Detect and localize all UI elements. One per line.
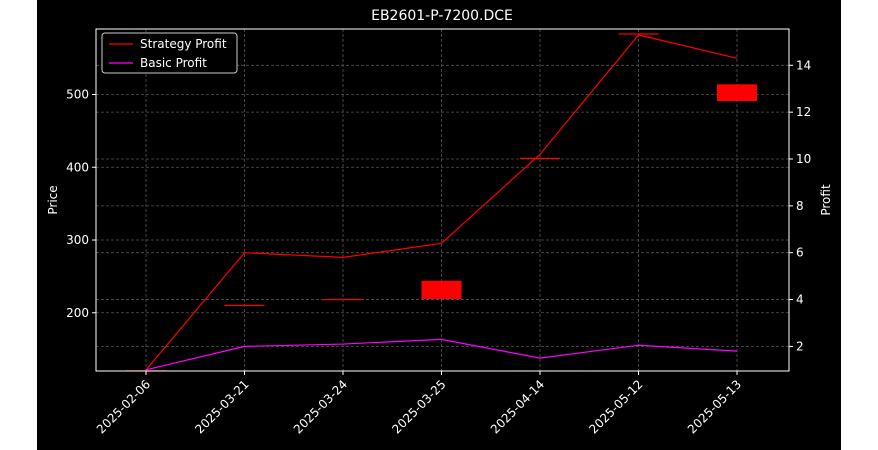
candle xyxy=(323,298,363,301)
x-tick-label: 2025-03-21 xyxy=(192,377,251,436)
right-y-tick-label: 14 xyxy=(796,58,811,72)
right-y-axis-label: Profit xyxy=(819,184,833,216)
candle xyxy=(717,84,757,102)
x-tick-label: 2025-05-13 xyxy=(685,377,744,436)
chart: EB2601-P-7200.DCE 2025-02-06 2025-03-21 20… xyxy=(46,8,833,436)
right-y-tick-label: 6 xyxy=(796,246,804,260)
left-y-axis-label: Price xyxy=(46,185,60,214)
legend-label-strategy: Strategy Profit xyxy=(140,37,227,51)
right-y-tick-label: 8 xyxy=(796,199,804,213)
series-line xyxy=(145,338,738,371)
right-y-tick-label: 10 xyxy=(796,152,811,166)
figure: EB2601-P-7200.DCE 2025-02-06 2025-03-21 20… xyxy=(37,0,841,450)
right-y-axis: 2 4 6 8 10 12 14 xyxy=(789,58,811,353)
right-y-tick-label: 4 xyxy=(796,293,804,307)
series-line xyxy=(145,34,738,371)
right-y-tick-label: 12 xyxy=(796,105,811,119)
x-axis: 2025-02-06 2025-03-21 2025-03-24 2025-03-25… xyxy=(94,371,744,436)
left-y-tick-label: 300 xyxy=(66,233,89,247)
x-tick-label: 2025-02-06 xyxy=(94,377,153,436)
chart-title: EB2601-P-7200.DCE xyxy=(371,8,513,24)
candle xyxy=(224,304,265,306)
x-tick-label: 2025-03-24 xyxy=(291,377,350,436)
right-y-tick-label: 2 xyxy=(796,339,804,353)
x-tick-label: 2025-04-14 xyxy=(488,377,547,436)
profit-series xyxy=(145,34,738,371)
legend-label-basic: Basic Profit xyxy=(140,56,207,70)
x-tick-label: 2025-03-25 xyxy=(389,377,448,436)
grid xyxy=(96,29,789,371)
left-y-axis: 200 300 400 500 xyxy=(66,87,96,320)
plot-frame xyxy=(95,28,790,372)
left-y-tick-label: 200 xyxy=(66,306,89,320)
left-y-tick-label: 400 xyxy=(66,160,89,174)
candle xyxy=(618,33,659,35)
legend-box xyxy=(101,32,238,74)
candle xyxy=(520,157,560,159)
left-y-tick-label: 500 xyxy=(66,87,89,101)
candle xyxy=(421,280,462,299)
legend: Strategy Profit Basic Profit xyxy=(101,32,238,74)
x-tick-label: 2025-05-12 xyxy=(586,377,645,436)
